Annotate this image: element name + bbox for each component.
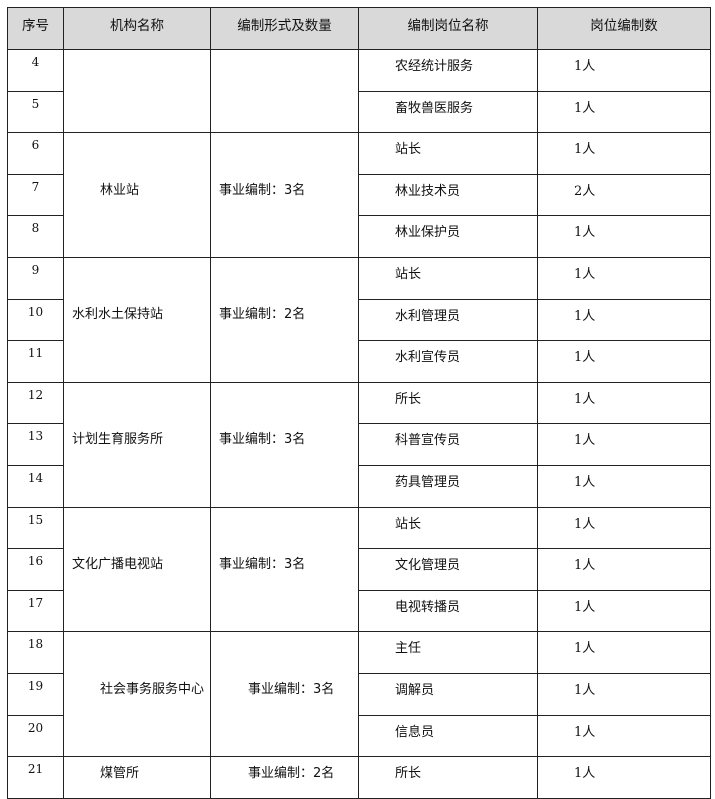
table-row: 11 水利宣传员 1人 bbox=[7, 340, 711, 383]
header-row: 序号 机构名称 编制形式及数量 编制岗位名称 岗位编制数 bbox=[7, 7, 711, 50]
table-row: 4 农经统计服务 1人 bbox=[7, 48, 711, 134]
position-count: 1人 bbox=[537, 90, 711, 134]
staffing-cell bbox=[210, 48, 359, 134]
table-row: 7 林业技术员 2人 bbox=[7, 173, 711, 217]
position-count: 1人 bbox=[537, 589, 711, 633]
position-count: 1人 bbox=[537, 423, 711, 466]
position-count: 1人 bbox=[537, 215, 711, 258]
position-name: 林业保护员 bbox=[358, 215, 538, 258]
table-row: 5 畜牧兽医服务 1人 bbox=[7, 90, 711, 134]
table-row: 18 社会事务服务中心 事业编制：3名 主任 1人 bbox=[7, 631, 711, 758]
position-count: 1人 bbox=[537, 464, 711, 508]
position-name: 信息员 bbox=[358, 714, 538, 758]
row-number: 11 bbox=[7, 340, 64, 383]
header-no: 序号 bbox=[7, 7, 64, 50]
org-name-cell: 煤管所 bbox=[63, 756, 211, 799]
table-row: 9 水利水土保持站 事业编制：2名 站长 1人 bbox=[7, 256, 711, 383]
position-count: 1人 bbox=[537, 756, 711, 799]
row-number: 15 bbox=[7, 506, 64, 550]
row-number: 13 bbox=[7, 423, 64, 466]
staffing-cell: 事业编制：3名 bbox=[210, 132, 359, 258]
position-name: 所长 bbox=[358, 756, 538, 799]
row-number: 8 bbox=[7, 215, 64, 258]
position-name: 所长 bbox=[358, 381, 538, 425]
row-number: 20 bbox=[7, 714, 64, 758]
staffing-cell: 事业编制：2名 bbox=[210, 756, 359, 799]
row-number: 10 bbox=[7, 298, 64, 342]
position-count: 1人 bbox=[537, 548, 711, 591]
staffing-cell: 事业编制：2名 bbox=[210, 256, 359, 383]
position-count: 1人 bbox=[537, 49, 711, 92]
position-name: 农经统计服务 bbox=[358, 49, 538, 92]
staffing-cell: 事业编制：3名 bbox=[210, 631, 359, 758]
position-count: 1人 bbox=[537, 340, 711, 383]
row-number: 14 bbox=[7, 464, 64, 508]
position-name: 站长 bbox=[358, 506, 538, 550]
header-org: 机构名称 bbox=[63, 7, 211, 50]
table-body: 4 农经统计服务 1人 5 畜牧兽医服务 1人 6 林业站 事业编制：3名 站长 1人 7 林业技术员 2… bbox=[7, 48, 711, 799]
org-name-cell: 林业站 bbox=[63, 132, 211, 258]
header-staffing: 编制形式及数量 bbox=[210, 7, 359, 50]
header-count: 岗位编制数 bbox=[537, 7, 711, 50]
table-row: 15 文化广播电视站 事业编制：3名 站长 1人 bbox=[7, 506, 711, 633]
row-number: 9 bbox=[7, 256, 64, 300]
row-number: 16 bbox=[7, 548, 64, 591]
position-name: 科普宣传员 bbox=[358, 423, 538, 466]
staffing-cell: 事业编制：3名 bbox=[210, 506, 359, 633]
position-name: 调解员 bbox=[358, 672, 538, 716]
position-count: 2人 bbox=[537, 173, 711, 217]
table-row: 13 科普宣传员 1人 bbox=[7, 423, 711, 466]
table-row: 10 水利管理员 1人 bbox=[7, 298, 711, 342]
position-name: 站长 bbox=[358, 256, 538, 300]
row-number: 5 bbox=[7, 90, 64, 134]
row-number: 12 bbox=[7, 381, 64, 425]
table-row: 14 药具管理员 1人 bbox=[7, 464, 711, 508]
position-name: 水利管理员 bbox=[358, 298, 538, 342]
org-name-cell: 水利水土保持站 bbox=[63, 256, 211, 383]
row-number: 21 bbox=[7, 756, 64, 799]
org-name-cell: 文化广播电视站 bbox=[63, 506, 211, 633]
row-number: 4 bbox=[7, 49, 64, 92]
position-name: 主任 bbox=[358, 631, 538, 674]
position-name: 药具管理员 bbox=[358, 464, 538, 508]
row-number: 17 bbox=[7, 589, 64, 633]
org-name-cell: 社会事务服务中心 bbox=[63, 631, 211, 758]
position-name: 畜牧兽医服务 bbox=[358, 90, 538, 134]
position-name: 水利宣传员 bbox=[358, 340, 538, 383]
position-count: 1人 bbox=[537, 132, 711, 175]
table-row: 12 计划生育服务所 事业编制：3名 所长 1人 bbox=[7, 381, 711, 508]
table-row: 16 文化管理员 1人 bbox=[7, 548, 711, 591]
staffing-cell: 事业编制：3名 bbox=[210, 381, 359, 508]
position-name: 林业技术员 bbox=[358, 173, 538, 217]
position-count: 1人 bbox=[537, 381, 711, 425]
table-row: 6 林业站 事业编制：3名 站长 1人 bbox=[7, 132, 711, 258]
position-count: 1人 bbox=[537, 672, 711, 716]
org-name-cell bbox=[63, 48, 211, 134]
table-row: 21 煤管所 事业编制：2名 所长 1人 bbox=[7, 756, 711, 799]
position-count: 1人 bbox=[537, 256, 711, 300]
position-count: 1人 bbox=[537, 631, 711, 674]
org-name-cell: 计划生育服务所 bbox=[63, 381, 211, 508]
header-position: 编制岗位名称 bbox=[358, 7, 538, 50]
position-count: 1人 bbox=[537, 714, 711, 758]
row-number: 7 bbox=[7, 173, 64, 217]
row-number: 18 bbox=[7, 631, 64, 674]
position-name: 站长 bbox=[358, 132, 538, 175]
position-name: 文化管理员 bbox=[358, 548, 538, 591]
position-name: 电视转播员 bbox=[358, 589, 538, 633]
position-count: 1人 bbox=[537, 506, 711, 550]
staffing-table: 序号 机构名称 编制形式及数量 编制岗位名称 岗位编制数 4 农经统计服务 1人 5 畜… bbox=[7, 7, 711, 799]
position-count: 1人 bbox=[537, 298, 711, 342]
row-number: 6 bbox=[7, 132, 64, 175]
row-number: 19 bbox=[7, 672, 64, 716]
